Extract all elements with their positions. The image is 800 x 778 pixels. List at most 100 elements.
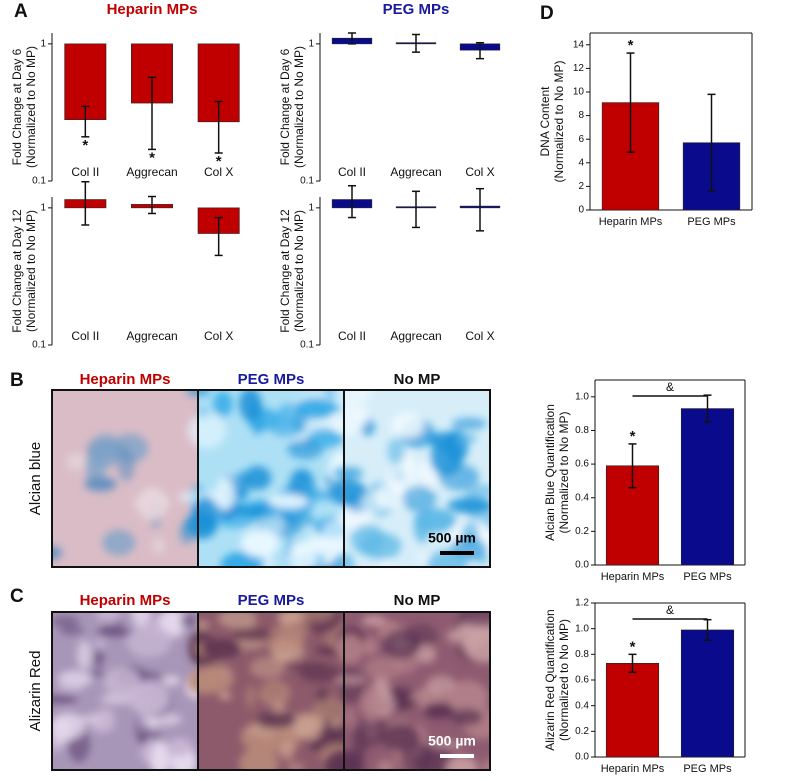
panel-letter: D — [540, 3, 554, 24]
texture-blob — [167, 737, 193, 756]
y-tick-label: 0.1 — [32, 340, 46, 351]
texture-blob — [261, 556, 275, 567]
texture-blob — [96, 612, 121, 624]
texture-blob — [263, 625, 306, 655]
texture-blob — [333, 467, 364, 480]
y-tick-label: 0.1 — [32, 176, 46, 187]
y-tick-label: 0.0 — [575, 560, 589, 571]
texture-blob — [334, 676, 366, 685]
texture-blob — [232, 627, 273, 642]
y-tick-label: 1 — [308, 38, 314, 49]
texture-blob — [226, 505, 269, 517]
texture-blob — [337, 668, 364, 704]
texture-blob — [88, 433, 123, 468]
texture-blob — [52, 694, 79, 704]
texture-blob — [102, 529, 136, 556]
y-tick-label: 0.1 — [300, 176, 314, 187]
texture-blob — [287, 546, 318, 567]
texture-blob — [128, 681, 170, 716]
y-tick-label: 0.0 — [575, 752, 589, 763]
texture-blob — [216, 477, 235, 511]
column-heading: Heparin MPs — [80, 592, 171, 609]
x-tick-label: PEG MPs — [687, 216, 736, 228]
x-tick-label: Col X — [465, 165, 494, 179]
texture-blob — [190, 666, 234, 693]
texture-blob — [322, 716, 333, 739]
texture-blob — [268, 494, 309, 509]
bar — [680, 408, 735, 566]
significance-mark: * — [149, 149, 155, 166]
y-axis-label: Alcian Blue Quantification — [543, 404, 557, 541]
chart-title: PEG MPs — [383, 1, 450, 18]
texture-blob — [342, 706, 356, 728]
texture-blob — [376, 759, 395, 770]
texture-blob — [92, 648, 105, 667]
texture-blob — [76, 640, 92, 670]
texture-blob — [336, 508, 371, 529]
texture-blob — [464, 627, 490, 663]
y-axis-label: Fold Change at Day 12 — [278, 209, 292, 333]
x-tick-label: Col X — [204, 329, 233, 343]
significance-mark: * — [82, 137, 88, 154]
texture-blob — [193, 497, 219, 528]
texture-blob — [187, 413, 227, 449]
texture — [52, 433, 194, 560]
y-axis-label: Alizarin Red Quantification — [543, 609, 557, 750]
texture-blob — [66, 452, 87, 471]
texture-blob — [201, 638, 242, 659]
column-heading: PEG MPs — [238, 592, 305, 609]
texture-blob — [447, 497, 490, 514]
y-tick-label: 0 — [578, 205, 584, 216]
x-tick-label: Col II — [71, 165, 99, 179]
texture-blob — [95, 707, 115, 723]
comparison-label: & — [666, 603, 674, 617]
texture-blob — [437, 463, 480, 491]
row-label: Alizarin Red — [27, 651, 44, 732]
texture-blob — [391, 413, 424, 438]
texture-blob — [350, 524, 385, 556]
texture-blob — [312, 698, 349, 725]
y-axis-label: (Normalized to No MP) — [292, 46, 306, 168]
texture-blob — [381, 629, 421, 660]
texture-blob — [52, 546, 63, 560]
significance-mark: * — [630, 638, 636, 655]
texture-blob — [335, 634, 364, 663]
texture-blob — [293, 397, 338, 420]
texture-blob — [249, 656, 286, 679]
comparison-label: & — [666, 380, 674, 394]
column-heading: Heparin MPs — [80, 371, 171, 388]
y-axis-label: Fold Change at Day 6 — [10, 48, 24, 165]
x-tick-label: Aggrecan — [126, 165, 177, 179]
texture-blob — [137, 698, 149, 733]
x-tick-label: Col II — [338, 329, 366, 343]
texture-blob — [284, 514, 317, 526]
y-axis-label: (Normalized to No MP) — [552, 60, 566, 182]
texture-blob — [152, 537, 165, 554]
texture-blob — [88, 669, 106, 678]
texture-blob — [217, 612, 258, 629]
y-tick-label: 0.2 — [575, 726, 589, 737]
texture-blob — [331, 390, 372, 407]
x-tick-label: Col X — [465, 329, 494, 343]
texture-blob — [126, 624, 172, 658]
y-tick-label: 1 — [40, 202, 46, 213]
texture-blob — [245, 684, 256, 709]
y-tick-label: 0.8 — [575, 649, 589, 660]
texture-blob — [403, 454, 416, 479]
texture-blob — [256, 711, 297, 729]
texture-blob — [212, 390, 233, 417]
x-tick-label: PEG MPs — [683, 763, 732, 775]
texture-blob — [481, 758, 490, 770]
image-row — [52, 612, 490, 770]
texture-blob — [279, 739, 295, 761]
texture-blob — [137, 487, 168, 521]
y-tick-label: 1 — [308, 202, 314, 213]
y-tick-label: 0.6 — [575, 675, 589, 686]
texture-blob — [401, 485, 437, 513]
panel-letter: A — [14, 1, 28, 22]
significance-mark: * — [216, 153, 222, 170]
x-tick-label: Col II — [71, 329, 99, 343]
y-tick-label: 6 — [578, 134, 584, 145]
